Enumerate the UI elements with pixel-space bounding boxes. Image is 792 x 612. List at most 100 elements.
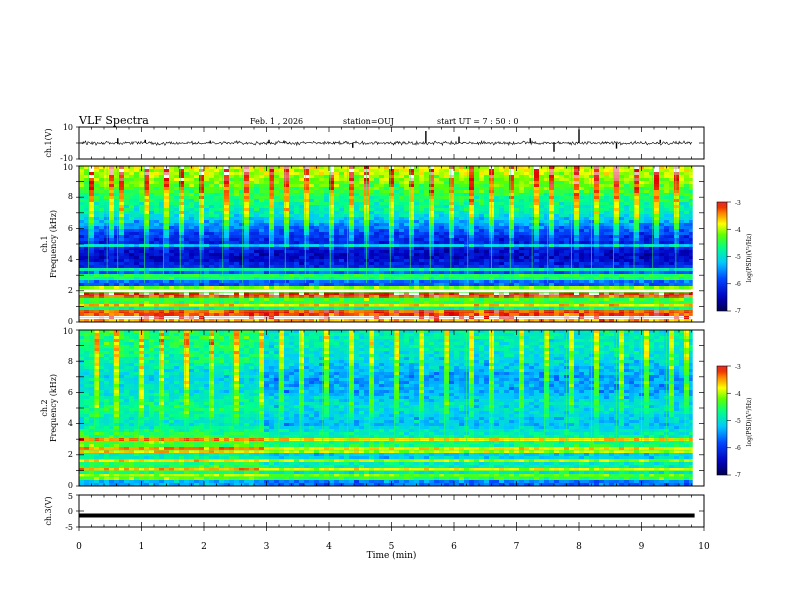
spectrogram-cell <box>194 217 200 221</box>
spectrogram-cell <box>94 310 100 314</box>
spectrogram-cell <box>229 298 235 302</box>
spectrogram-cell <box>134 259 140 263</box>
spectrogram-cell <box>174 169 180 173</box>
spectrogram-cell <box>429 196 435 200</box>
spectrogram-cell <box>204 235 210 239</box>
spectrogram-cell <box>509 307 515 311</box>
spectrogram-cell <box>479 223 485 227</box>
spectrogram-cell <box>534 319 540 323</box>
spectrogram-cell <box>354 319 360 323</box>
spectrogram-cell <box>364 292 370 296</box>
spectrogram-cell <box>224 235 230 239</box>
spectrogram-cell <box>119 262 125 266</box>
spectrogram-cell <box>149 166 155 170</box>
spectrogram-cell <box>249 166 255 170</box>
spectrogram-cell <box>269 232 275 236</box>
spectrogram-cell <box>429 289 435 293</box>
spectrogram-cell <box>244 166 250 170</box>
spectrogram-cell <box>509 316 515 320</box>
spectrogram-cell <box>419 178 425 182</box>
spectrogram-cell <box>89 205 95 209</box>
spectrogram-cell <box>319 247 325 251</box>
spectrogram-cell <box>409 298 415 302</box>
spectrogram-cell <box>279 289 285 293</box>
spectrogram-cell <box>414 307 420 311</box>
spectrogram-cell <box>164 307 170 311</box>
spectrogram-cell <box>114 277 120 281</box>
spectrogram-cell <box>194 319 200 323</box>
spectrogram-cell <box>234 289 240 293</box>
spectrogram-cell <box>279 214 285 218</box>
spectrogram-cell <box>409 226 415 230</box>
spectrogram-cell <box>509 274 515 278</box>
spectrogram-cell <box>504 313 510 317</box>
spectrogram-cell <box>394 223 400 227</box>
spectrogram-cell <box>284 196 290 200</box>
spectrogram-cell <box>174 178 180 182</box>
spectrogram-cell <box>289 250 295 254</box>
spectrogram-cell <box>354 310 360 314</box>
spectrogram-cell <box>434 184 440 188</box>
spectrogram-cell <box>474 232 480 236</box>
spectrogram-cell <box>99 316 105 320</box>
spectrogram-cell <box>184 196 190 200</box>
spectrogram-cell <box>354 196 360 200</box>
spectrogram-cell <box>429 259 435 263</box>
spectrogram-cell <box>239 262 245 266</box>
spectrogram-cell <box>499 181 505 185</box>
spectrogram-cell <box>84 181 90 185</box>
spectrogram-cell <box>334 247 340 251</box>
spectrogram-cell <box>389 286 395 290</box>
spectrogram-cell <box>504 175 510 179</box>
spectrogram-cell <box>484 232 490 236</box>
spectrogram-cell <box>259 292 265 296</box>
spectrogram-cell <box>479 262 485 266</box>
spectrogram-cell <box>319 220 325 224</box>
spectrogram-cell <box>284 256 290 260</box>
spectrogram-cell <box>379 316 385 320</box>
spectrogram-cell <box>239 250 245 254</box>
spectrogram-cell <box>184 253 190 257</box>
spectrogram-cell <box>254 262 260 266</box>
spectrogram-cell <box>174 202 180 206</box>
spectrogram-cell <box>129 232 135 236</box>
spectrogram-cell <box>469 178 475 182</box>
spectrogram-cell <box>539 280 545 284</box>
spectrogram-cell <box>234 313 240 317</box>
spectrogram-cell <box>109 172 115 176</box>
spectrogram-cell <box>444 208 450 212</box>
spectrogram-cell <box>259 202 265 206</box>
spectrogram-cell <box>129 187 135 191</box>
spectrogram-cell <box>499 199 505 203</box>
spectrogram-cell <box>194 178 200 182</box>
spectrogram-cell <box>284 319 290 323</box>
spectrogram-cell <box>354 226 360 230</box>
spectrogram-cell <box>274 166 280 170</box>
spectrogram-cell <box>474 280 480 284</box>
spectrogram-cell <box>269 202 275 206</box>
spectrogram-cell <box>314 271 320 275</box>
spectrogram-cell <box>99 301 105 305</box>
spectrogram-cell <box>429 271 435 275</box>
spectrogram-cell <box>319 280 325 284</box>
spectrogram-cell <box>319 211 325 215</box>
spectrogram-cell <box>449 280 455 284</box>
spectrogram-cell <box>539 235 545 239</box>
spectrogram-cell <box>324 211 330 215</box>
spectrogram-cell <box>174 220 180 224</box>
spectrogram-cell <box>199 286 205 290</box>
spectrogram-cell <box>294 229 300 233</box>
spectrogram-cell <box>229 274 235 278</box>
spectrogram-cell <box>269 238 275 242</box>
spectrogram-cell <box>394 208 400 212</box>
spectrogram-cell <box>309 250 315 254</box>
spectrogram-cell <box>474 259 480 263</box>
spectrogram-cell <box>404 301 410 305</box>
spectrogram-cell <box>409 166 415 170</box>
spectrogram-cell <box>174 196 180 200</box>
spectrogram-cell <box>129 307 135 311</box>
spectrogram-cell <box>449 175 455 179</box>
spectrogram-cell <box>284 271 290 275</box>
spectrogram-cell <box>344 184 350 188</box>
spectrogram-cell <box>394 172 400 176</box>
